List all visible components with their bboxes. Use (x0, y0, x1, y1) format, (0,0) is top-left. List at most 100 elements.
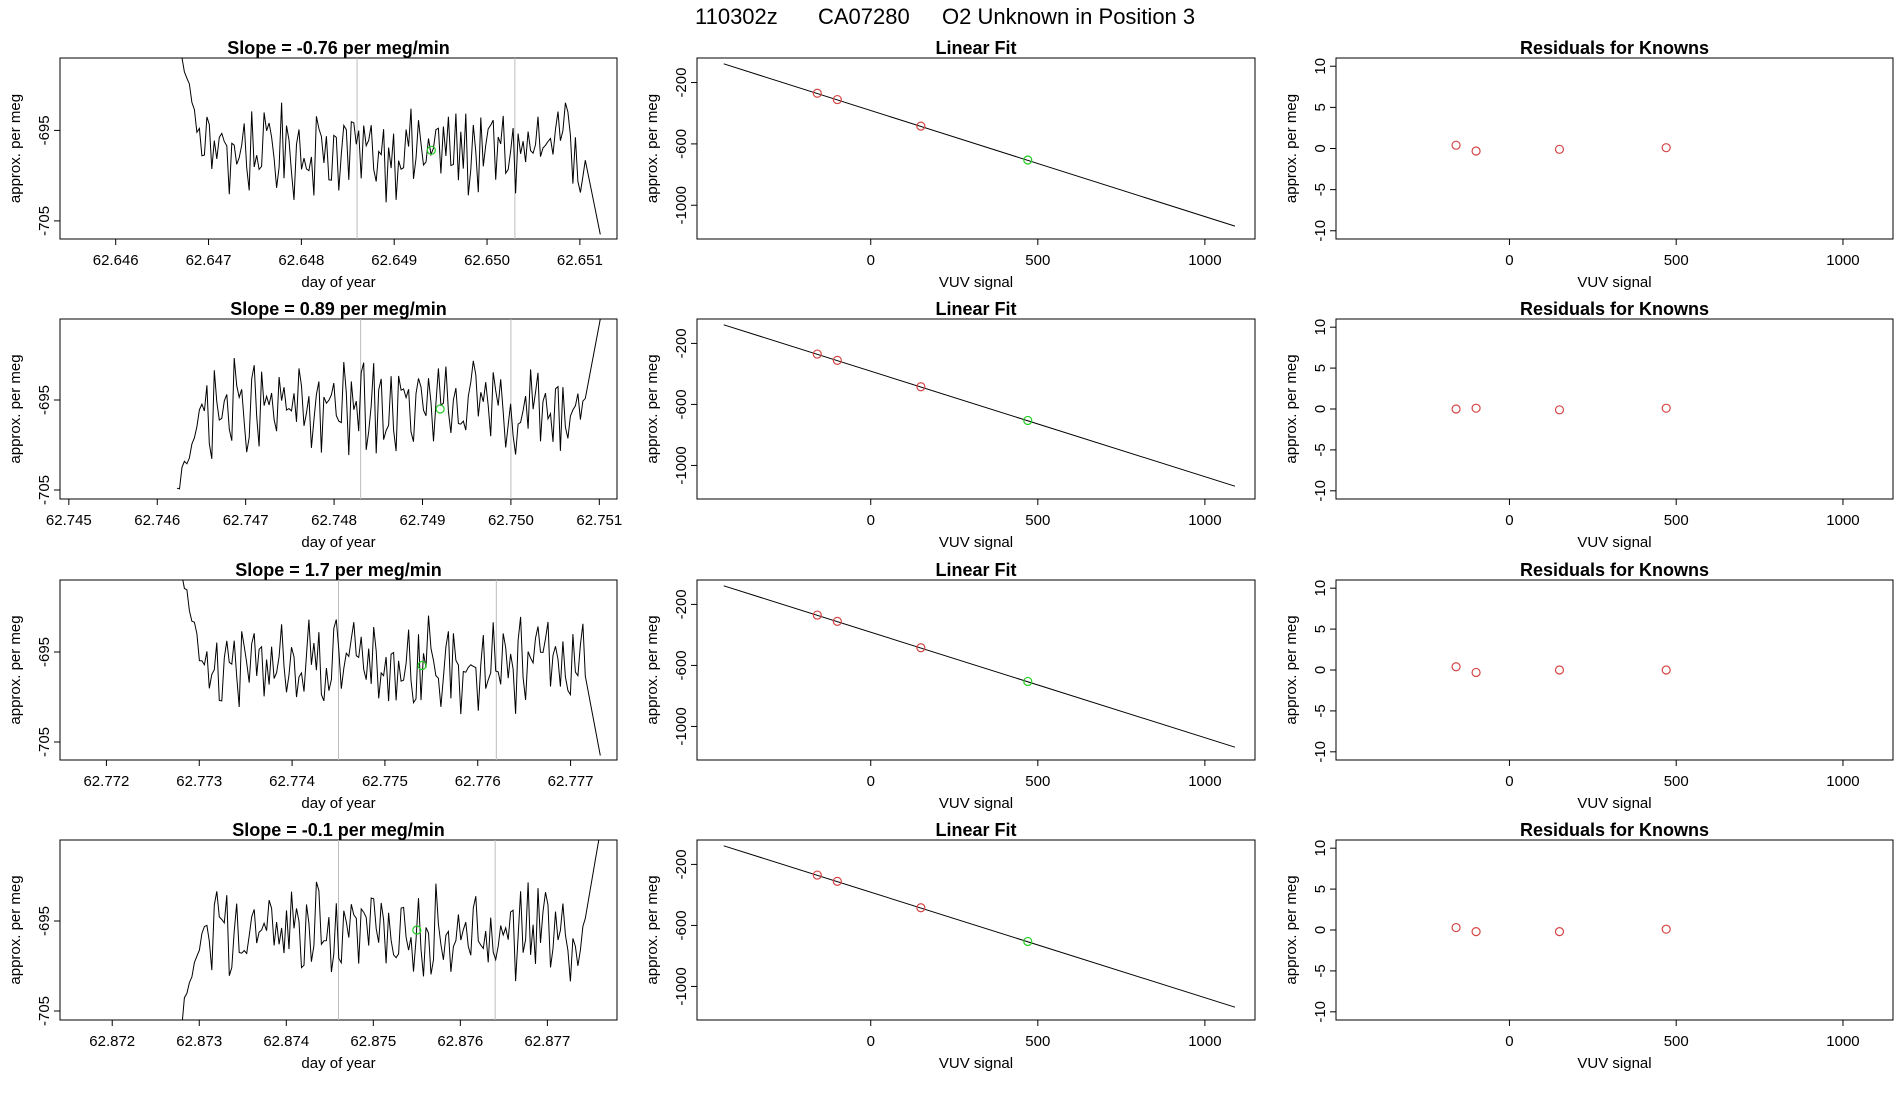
y-tick-label: -5 (1312, 704, 1329, 717)
y-tick-label: 5 (1312, 103, 1329, 111)
x-axis-label: day of year (301, 534, 375, 551)
x-tick-label: 0 (867, 773, 875, 790)
data-point (1471, 667, 1481, 678)
plot-frame (1335, 57, 1894, 240)
fit-line (723, 845, 1236, 1008)
data-point (916, 643, 926, 653)
figure-title-description: O2 Unknown in Position 3 (942, 4, 1195, 29)
data-point (916, 121, 926, 131)
panel-1-3: Residuals for Knowns VUV signal approx. pe… (1283, 38, 1894, 291)
y-tick-label: -200 (673, 328, 690, 358)
x-tick-label: 1000 (1188, 773, 1221, 790)
panel-2-3: Residuals for Knowns VUV signal approx. pe… (1283, 299, 1894, 551)
x-axis-label: day of year (301, 1055, 375, 1072)
data-point (916, 903, 926, 913)
y-tick-label: -695 (36, 115, 53, 145)
series-trace (181, 58, 601, 235)
y-axis-label: approx. per meg (7, 615, 24, 724)
y-tick-label: 0 (1312, 144, 1329, 152)
chart-title: Residuals for Knowns (1520, 820, 1709, 840)
plot-frame (696, 318, 1256, 500)
x-tick-label: 1000 (1826, 512, 1859, 529)
x-tick-label: 62.746 (134, 512, 180, 529)
x-tick-label: 62.649 (371, 252, 417, 269)
chart-title: Residuals for Knowns (1520, 299, 1709, 319)
y-tick-label: 10 (1312, 319, 1329, 336)
x-axis-label: VUV signal (939, 534, 1013, 551)
y-tick-label: 0 (1312, 405, 1329, 413)
x-tick-label: 62.745 (46, 512, 92, 529)
x-tick-label: 0 (1505, 252, 1513, 269)
x-tick-label: 62.774 (269, 773, 315, 790)
x-tick-label: 1000 (1188, 1033, 1221, 1050)
plot-frame (59, 318, 618, 500)
x-tick-label: 500 (1025, 512, 1050, 529)
y-tick-label: -200 (673, 849, 690, 879)
x-axis-label: day of year (301, 274, 375, 291)
y-tick-label: -600 (673, 910, 690, 940)
data-point (1023, 155, 1033, 165)
y-tick-label: -1000 (673, 967, 690, 1005)
x-tick-label: 62.875 (350, 1033, 396, 1050)
series-trace (181, 840, 600, 1020)
y-tick-label: 10 (1312, 840, 1329, 857)
x-tick-label: 62.775 (362, 773, 408, 790)
data-point (812, 88, 822, 98)
x-axis-label: day of year (301, 795, 375, 812)
plot-area (723, 845, 1236, 1008)
x-tick-label: 1000 (1826, 252, 1859, 269)
chart-title: Linear Fit (935, 38, 1016, 58)
data-point (812, 870, 822, 880)
plot-frame (1335, 579, 1894, 761)
x-tick-label: 62.747 (223, 512, 269, 529)
panel-2-1: Slope = 0.89 per meg/min day of year appro… (7, 299, 622, 551)
y-tick-label: -695 (36, 906, 53, 936)
x-tick-label: 62.650 (464, 252, 510, 269)
y-tick-label: -695 (36, 385, 53, 415)
x-tick-label: 62.874 (263, 1033, 309, 1050)
x-axis-label: VUV signal (1577, 534, 1651, 551)
chart-title: Linear Fit (935, 820, 1016, 840)
y-axis-label: approx. per meg (644, 94, 661, 203)
x-tick-label: 1000 (1826, 773, 1859, 790)
y-tick-label: -10 (1312, 741, 1329, 763)
y-axis-label: approx. per meg (1283, 875, 1300, 984)
y-tick-label: -1000 (673, 707, 690, 745)
y-tick-label: -600 (673, 129, 690, 159)
y-tick-label: -5 (1312, 443, 1329, 456)
y-tick-label: -1000 (673, 446, 690, 484)
data-point (1451, 922, 1461, 933)
plot-frame (1335, 318, 1894, 500)
y-tick-label: 5 (1312, 885, 1329, 893)
x-tick-label: 62.749 (400, 512, 446, 529)
x-tick-label: 62.651 (557, 252, 603, 269)
data-point (1661, 403, 1671, 413)
x-tick-label: 500 (1025, 252, 1050, 269)
y-axis-label: approx. per meg (1283, 354, 1300, 463)
plot-area (181, 58, 601, 239)
x-tick-label: 500 (1025, 773, 1050, 790)
y-tick-label: 0 (1312, 926, 1329, 934)
plot-frame (1335, 839, 1894, 1021)
sample-point-marker (412, 925, 422, 935)
plot-area (723, 63, 1236, 227)
data-point (812, 610, 822, 620)
data-point (1661, 924, 1671, 934)
x-tick-label: 0 (867, 252, 875, 269)
y-tick-label: -10 (1312, 480, 1329, 502)
panel-grid: Slope = -0.76 per meg/min day of year appr… (7, 38, 1894, 1072)
x-tick-label: 500 (1664, 1033, 1689, 1050)
plot-area (723, 585, 1236, 748)
chart-title: Slope = -0.76 per meg/min (227, 38, 450, 58)
panel-3-1: Slope = 1.7 per meg/min day of year approx… (7, 560, 618, 812)
plot-frame (696, 57, 1256, 240)
x-tick-label: 62.648 (278, 252, 324, 269)
x-axis-label: VUV signal (1577, 795, 1651, 812)
y-tick-label: -600 (673, 389, 690, 419)
plot-frame (696, 579, 1256, 761)
y-tick-label: -200 (673, 589, 690, 619)
data-point (812, 349, 822, 359)
chart-title: Linear Fit (935, 560, 1016, 580)
plot-area (181, 840, 600, 1020)
x-tick-label: 62.748 (311, 512, 357, 529)
